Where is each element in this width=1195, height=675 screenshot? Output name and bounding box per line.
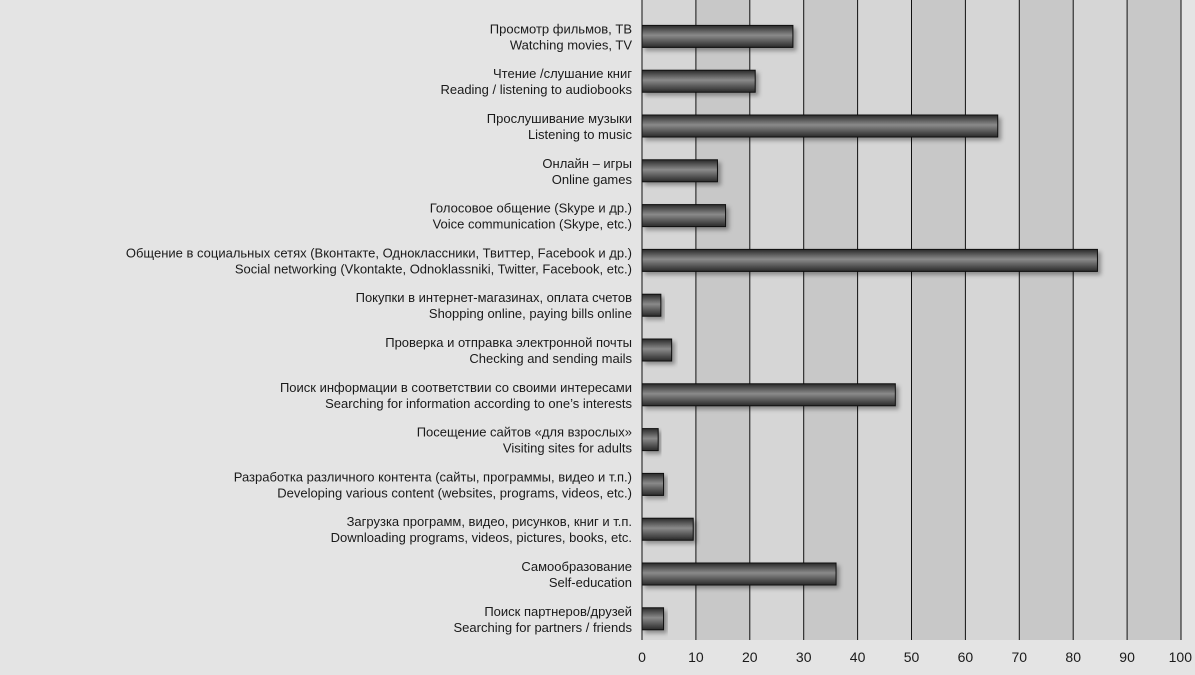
category-label-en: Listening to music [528,127,633,142]
category-label-en: Social networking (Vkontakte, Odnoklassn… [235,261,632,276]
x-tick-label: 20 [742,649,758,665]
category-label-en: Online games [552,172,633,187]
category-label-ru: Проверка и отправка электронной почты [385,335,632,350]
category-label-ru: Голосовое общение (Skype и др.) [430,201,632,216]
bar [641,517,694,541]
x-axis-ticks: 0 10 20 30 40 50 60 70 80 90 100 [638,649,1192,665]
grid-band [1019,0,1074,640]
category-label-ru: Посещение сайтов «для взрослых» [417,425,632,440]
bar [641,69,756,93]
x-tick-label: 40 [850,649,866,665]
category-label-en: Visiting sites for adults [503,441,633,456]
bar [641,159,718,183]
bar [641,428,659,452]
bar [641,114,999,138]
category-label-ru: Общение в социальных сетях (Вконтакте, О… [126,245,632,260]
x-tick-label: 70 [1012,649,1028,665]
bar [641,562,837,586]
bar [641,607,665,631]
x-tick-label: 90 [1119,649,1135,665]
x-tick-label: 100 [1169,649,1193,665]
x-tick-label: 0 [638,649,646,665]
category-label-ru: Онлайн – игры [542,156,632,171]
category-label-ru: Разработка различного контента (сайты, п… [234,469,632,484]
grid-band [965,0,1020,640]
category-label-en: Self-education [549,575,632,590]
bars [641,24,1098,631]
category-label-en: Reading / listening to audiobooks [440,82,632,97]
bar [641,338,673,362]
category-label-ru: Чтение /слушание книг [493,66,632,81]
bar [641,248,1098,272]
grid-band [803,0,858,640]
bar [641,204,727,228]
grid-band [695,0,750,640]
bar [641,472,665,496]
x-tick-label: 60 [958,649,974,665]
grid-band [749,0,804,640]
category-label-ru: Самообразование [521,559,632,574]
bar [641,383,896,407]
category-label-ru: Просмотр фильмов, ТВ [490,21,632,36]
grid-band [1127,0,1181,640]
category-label-en: Downloading programs, videos, pictures, … [331,530,632,545]
category-label-en: Checking and sending mails [469,351,632,366]
category-label-en: Watching movies, TV [510,37,632,52]
x-tick-label: 80 [1065,649,1081,665]
category-label-ru: Поиск информации в соответствии со своим… [280,380,632,395]
category-label-ru: Покупки в интернет-магазинах, оплата сче… [356,290,632,305]
grid-band [857,0,912,640]
category-label-ru: Поиск партнеров/друзей [484,604,632,619]
grid-band [1073,0,1128,640]
category-label-en: Searching for partners / friends [454,620,633,635]
grid-band [642,0,696,640]
category-label-en: Voice communication (Skype, etc.) [433,217,632,232]
plot-area [641,0,1182,640]
category-label-en: Searching for information according to o… [325,396,632,411]
category-label-en: Developing various content (websites, pr… [277,485,632,500]
category-label-ru: Прослушивание музыки [487,111,632,126]
grid-band [911,0,966,640]
x-tick-label: 50 [904,649,920,665]
x-tick-label: 10 [688,649,704,665]
category-label-ru: Загрузка программ, видео, рисунков, книг… [347,514,632,529]
bar [641,293,662,317]
category-label-en: Shopping online, paying bills online [429,306,632,321]
bar [641,24,794,48]
x-tick-label: 30 [796,649,812,665]
